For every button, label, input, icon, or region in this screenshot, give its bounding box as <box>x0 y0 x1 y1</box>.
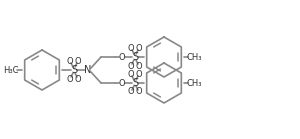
Text: N: N <box>84 65 92 75</box>
Text: O: O <box>119 79 125 87</box>
Text: S: S <box>71 65 77 75</box>
Text: O: O <box>128 70 134 79</box>
Text: H₃C: H₃C <box>3 65 19 75</box>
Text: O: O <box>128 61 134 70</box>
Text: S: S <box>132 78 138 88</box>
Text: O: O <box>67 75 73 84</box>
Text: O: O <box>128 87 134 96</box>
Text: S: S <box>132 52 138 62</box>
Text: O: O <box>119 53 125 61</box>
Text: O: O <box>128 44 134 53</box>
Text: O: O <box>67 56 73 65</box>
Text: O: O <box>136 70 142 79</box>
Text: O: O <box>136 61 142 70</box>
Text: O: O <box>136 87 142 96</box>
Text: O: O <box>136 44 142 53</box>
Text: CH₃: CH₃ <box>186 53 202 61</box>
Text: CH₃: CH₃ <box>186 79 202 87</box>
Text: O: O <box>75 75 81 84</box>
Text: O: O <box>75 56 81 65</box>
